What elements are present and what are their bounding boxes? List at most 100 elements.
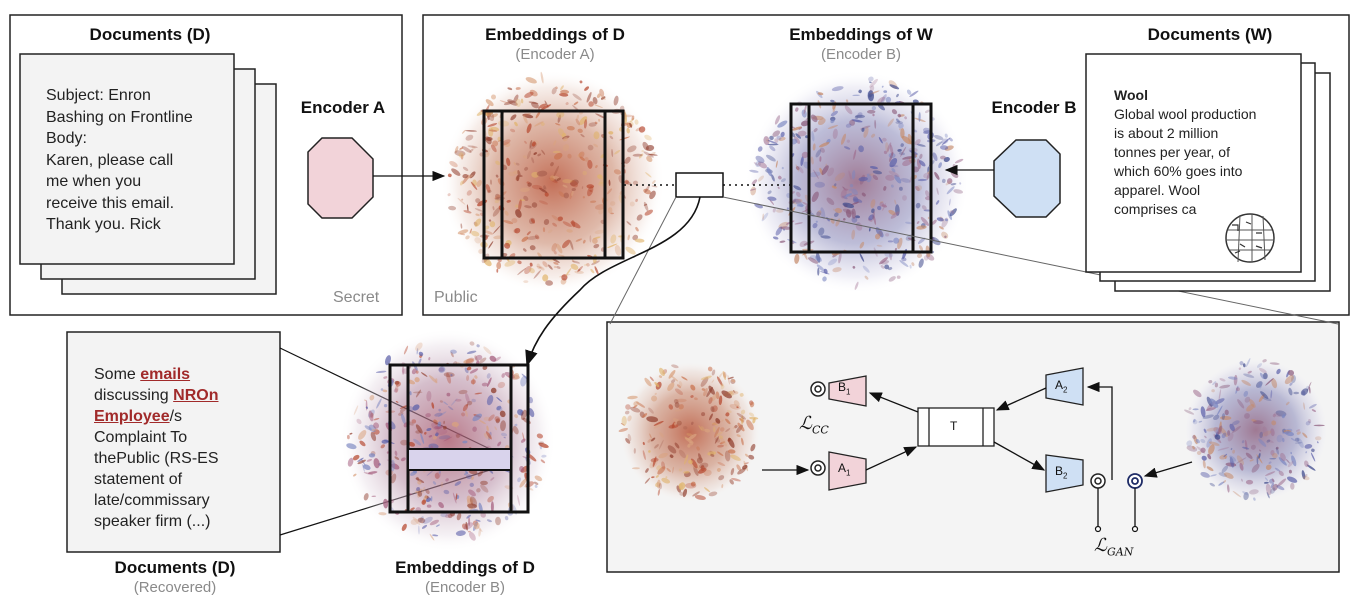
embedding-point (676, 384, 682, 389)
embedding-point (690, 481, 696, 487)
embedding-point (461, 412, 466, 417)
embedding-point (688, 433, 697, 440)
embedding-point (565, 267, 572, 277)
email-line: Subject: Enron (46, 87, 151, 104)
embedding-point (445, 478, 449, 482)
embedding-point (887, 118, 895, 127)
embedding-point (577, 152, 583, 158)
embedding-point (400, 406, 407, 413)
embedding-point (634, 238, 645, 243)
embedding-point (800, 156, 804, 166)
embedding-point (810, 114, 818, 123)
embedding-point (1244, 396, 1251, 403)
embedding-point (813, 169, 819, 179)
embedding-point (1264, 481, 1269, 484)
encoder-b-label: Encoder B (991, 98, 1077, 117)
embedding-point (654, 392, 657, 396)
embedding-point (461, 198, 464, 201)
embedding-point (555, 123, 561, 126)
encoder-a-shape (307, 137, 374, 219)
embedding-point (727, 449, 736, 454)
embedding-point (940, 155, 946, 160)
arrow-t-to-b2 (993, 441, 1046, 471)
embedding-point (889, 157, 898, 168)
embedding-point (526, 231, 531, 236)
embedding-point (938, 162, 942, 169)
embedding-point (464, 472, 468, 476)
embedding-point (399, 404, 409, 409)
embedding-point (551, 87, 557, 95)
embedding-point (757, 175, 764, 182)
embedding-point (1236, 457, 1247, 464)
embedding-point (1250, 444, 1256, 450)
embedding-point (443, 401, 449, 406)
embedding-point (466, 190, 472, 196)
public-panel (422, 14, 1350, 316)
embedding-point (802, 252, 808, 256)
embedding-point (534, 121, 544, 127)
embedding-point (1256, 363, 1263, 368)
b1-label: B1 (838, 380, 851, 397)
embedding-point (1241, 478, 1243, 482)
recovered-keyword-employee: NROn Employee (94, 387, 219, 425)
embedding-point (491, 94, 496, 100)
embedding-point (1311, 409, 1316, 412)
embedding-point (717, 444, 724, 448)
embedding-point (586, 263, 590, 267)
embedding-point (364, 425, 372, 431)
embedding-point (1200, 438, 1206, 444)
embedding-point (474, 355, 478, 361)
embedding-point (462, 403, 469, 412)
embedding-point (429, 533, 435, 541)
embedding-point (651, 476, 655, 479)
embedding-point (772, 236, 779, 240)
embedding-point (1268, 461, 1272, 464)
embedding-point (443, 372, 455, 378)
embedding-point (1221, 465, 1229, 474)
embedding-point (793, 185, 802, 191)
embedding-point (678, 483, 683, 490)
embedding-point (1260, 391, 1269, 399)
embedding-point (469, 228, 472, 234)
embedding-point (467, 145, 478, 149)
embedding-point (840, 133, 847, 145)
embedding-point (1281, 413, 1286, 419)
embedding-point (805, 135, 809, 139)
embedding-point (736, 406, 739, 409)
embedding-point (1219, 378, 1226, 382)
embedding-point (849, 119, 856, 126)
embedding-point (1227, 376, 1238, 380)
embedding-point (718, 475, 725, 481)
embedding-point (417, 490, 423, 497)
zoom-line-left (609, 196, 677, 325)
embedding-point (832, 267, 842, 273)
embedding-point (704, 487, 711, 493)
embedding-point (1265, 377, 1274, 386)
embedding-point (1258, 449, 1262, 452)
embedding-point (1237, 399, 1245, 409)
embedding-point (816, 211, 821, 217)
embedding-point (672, 466, 674, 474)
embedding-point (553, 261, 559, 265)
embedding-point (690, 395, 694, 398)
embedding-point (897, 148, 902, 152)
embedding-point (451, 168, 461, 176)
embedding-point (494, 194, 501, 200)
embedding-point (553, 250, 557, 255)
embedding-point (500, 432, 508, 437)
embedding-point (560, 89, 570, 95)
embedding-point (679, 491, 684, 496)
embedding-point (556, 243, 563, 254)
embedding-point (475, 198, 481, 204)
embedding-point (889, 151, 894, 162)
embedding-point (385, 355, 391, 366)
embedding-point (433, 419, 438, 425)
embedding-point (945, 180, 952, 186)
embedding-point (536, 265, 543, 269)
embedding-point (524, 265, 532, 275)
embedding-point (741, 437, 744, 446)
embedding-point (911, 262, 915, 267)
embedding-point (382, 389, 388, 393)
embedding-point (523, 115, 528, 124)
embedding-point (517, 260, 522, 265)
